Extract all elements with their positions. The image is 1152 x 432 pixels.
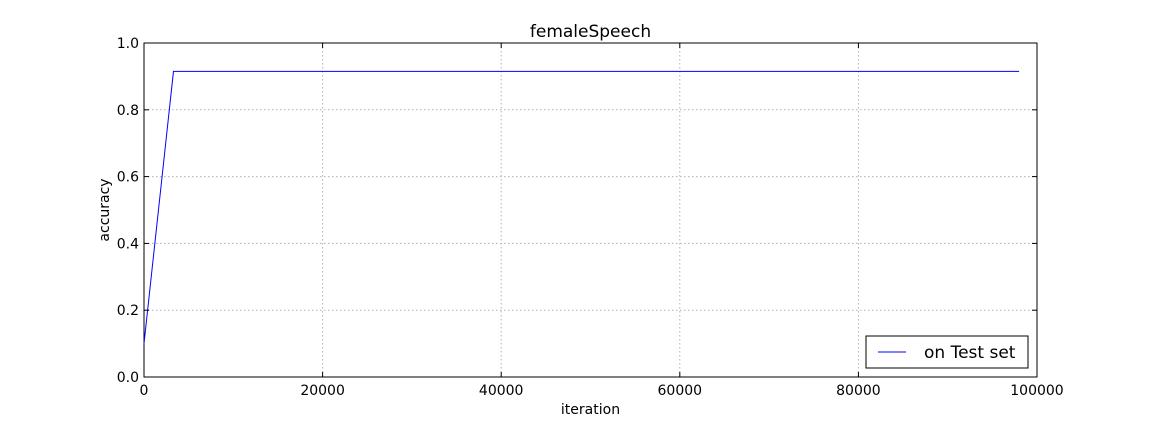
- grid-lines: [144, 43, 1037, 377]
- x-axis-title: iteration: [561, 402, 620, 418]
- y-tick-label: 0.2: [117, 303, 139, 319]
- x-tick-label: 80000: [836, 383, 881, 399]
- x-tick-label: 100000: [1010, 383, 1063, 399]
- series-line-on-test-set: [143, 70, 1020, 344]
- series-layer: [143, 70, 1020, 344]
- y-tick-label: 0.8: [117, 103, 139, 119]
- axis-ticks: 0 20000 40000 60000 80000 100000 0.0 0.2 0.4 0.6 0…: [117, 36, 1064, 399]
- y-tick-label: 1.0: [117, 36, 139, 52]
- x-tick-label: 20000: [300, 383, 345, 399]
- x-tick-label: 0: [140, 383, 149, 399]
- x-tick-label: 40000: [479, 383, 524, 399]
- y-tick-label: 0.4: [117, 236, 139, 252]
- x-tick-label: 60000: [658, 383, 703, 399]
- y-tick-label: 0.6: [117, 170, 139, 186]
- legend-label-on-test-set: on Test set: [924, 343, 1016, 363]
- y-axis-title: accuracy: [97, 178, 113, 241]
- y-tick-label: 0.0: [117, 370, 139, 386]
- legend: on Test set: [865, 335, 1029, 369]
- chart-title: femaleSpeech: [530, 22, 651, 42]
- plot-area-frame: [143, 42, 1038, 378]
